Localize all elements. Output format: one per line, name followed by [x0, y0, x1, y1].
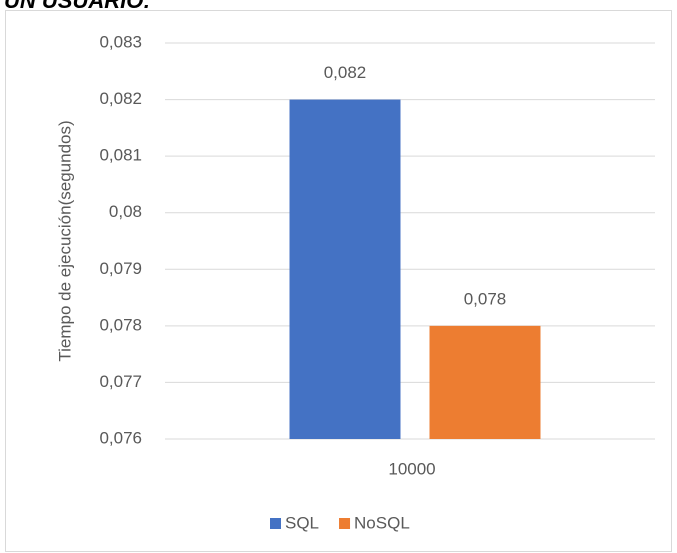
- y-tick-label: 0,08: [109, 202, 142, 221]
- y-axis-label: Tiempo de ejecución(segundos): [55, 120, 74, 361]
- legend-swatch: [270, 518, 281, 529]
- x-tick-label: 10000: [388, 459, 435, 478]
- legend-label: NoSQL: [354, 513, 410, 532]
- y-tick-label: 0,077: [99, 372, 142, 391]
- legend-swatch: [339, 518, 351, 529]
- data-label: 0,078: [464, 289, 507, 308]
- bar: [289, 99, 401, 440]
- y-tick-label: 0,078: [99, 315, 142, 334]
- y-tick-label: 0,076: [99, 428, 142, 447]
- y-tick-label: 0,082: [99, 89, 142, 108]
- chart-title: UN USUARIO:: [4, 0, 151, 13]
- bar: [429, 325, 541, 439]
- legend-label: SQL: [285, 513, 319, 532]
- title-backdrop: [0, 0, 300, 10]
- y-tick-label: 0,079: [99, 259, 142, 278]
- data-label: 0,082: [324, 63, 367, 82]
- y-tick-label: 0,081: [99, 146, 142, 165]
- y-tick-label: 0,083: [99, 32, 142, 51]
